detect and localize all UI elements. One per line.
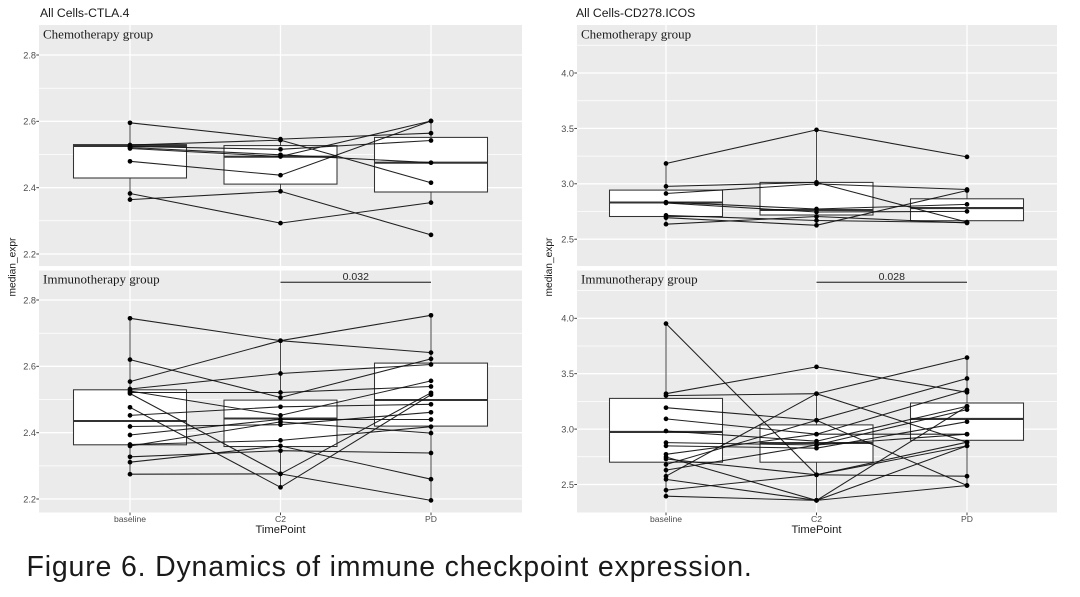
svg-text:2.8: 2.8 [23, 50, 36, 60]
svg-text:3.0: 3.0 [561, 425, 574, 435]
svg-text:C2: C2 [811, 514, 822, 524]
svg-text:PD: PD [961, 514, 973, 524]
svg-text:PD: PD [425, 514, 437, 524]
svg-text:2.2: 2.2 [23, 249, 36, 259]
svg-text:TimePoint: TimePoint [792, 524, 843, 536]
svg-text:0.032: 0.032 [343, 271, 369, 283]
svg-text:Immunotherapy group: Immunotherapy group [43, 271, 160, 286]
svg-text:Chemotherapy group: Chemotherapy group [581, 26, 691, 41]
svg-text:2.6: 2.6 [23, 362, 36, 372]
svg-text:Immunotherapy group: Immunotherapy group [581, 271, 698, 286]
svg-text:2.8: 2.8 [23, 295, 36, 305]
svg-text:Chemotherapy group: Chemotherapy group [43, 26, 153, 41]
svg-text:0.028: 0.028 [879, 271, 905, 283]
svg-text:2.5: 2.5 [561, 480, 574, 490]
svg-text:Figure 6. Dynamics of immune c: Figure 6. Dynamics of immune checkpoint … [27, 551, 753, 583]
svg-text:2.4: 2.4 [23, 428, 36, 438]
svg-text:C2: C2 [275, 514, 286, 524]
svg-text:All Cells-CD278.ICOS: All Cells-CD278.ICOS [576, 6, 695, 20]
svg-text:3.0: 3.0 [561, 179, 574, 189]
svg-text:median_expr: median_expr [544, 237, 555, 297]
svg-text:2.4: 2.4 [23, 183, 36, 193]
svg-text:4.0: 4.0 [561, 314, 574, 324]
svg-text:2.5: 2.5 [561, 235, 574, 245]
svg-text:4.0: 4.0 [561, 68, 574, 78]
svg-text:3.5: 3.5 [561, 369, 574, 379]
svg-text:2.6: 2.6 [23, 117, 36, 127]
svg-text:baseline: baseline [114, 514, 146, 524]
svg-text:TimePoint: TimePoint [256, 524, 307, 536]
svg-text:median_expr: median_expr [7, 237, 18, 297]
svg-text:3.5: 3.5 [561, 124, 574, 134]
svg-text:2.2: 2.2 [23, 494, 36, 504]
svg-text:All Cells-CTLA.4: All Cells-CTLA.4 [40, 6, 130, 20]
svg-text:baseline: baseline [650, 514, 682, 524]
